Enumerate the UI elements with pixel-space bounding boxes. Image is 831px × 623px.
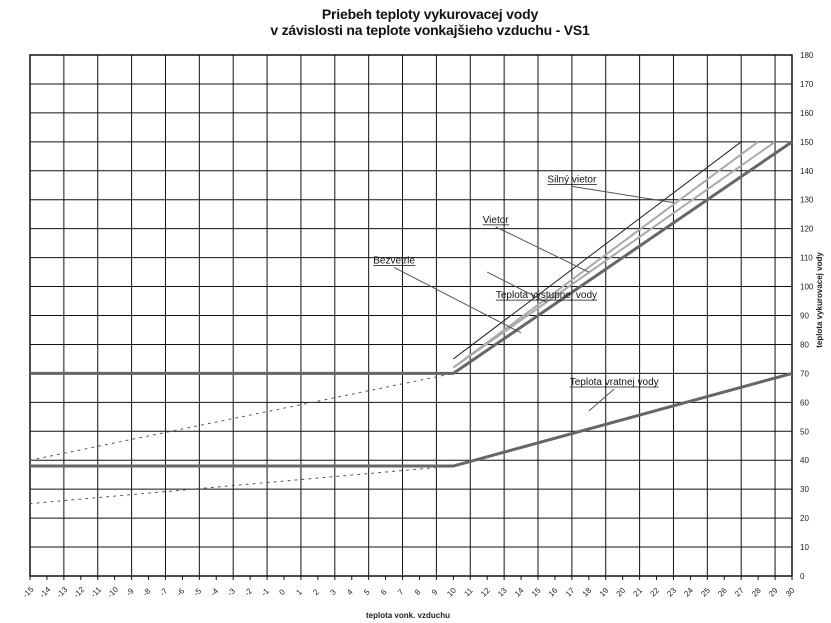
x-tick-label: -5 [192,586,204,598]
x-tick-label: -1 [260,586,272,598]
series-line [29,372,454,461]
x-tick-label: 4 [345,587,355,597]
y-tick-label: 130 [800,196,814,205]
x-tick-label: 14 [513,586,526,599]
x-tick-label: 24 [682,586,695,599]
x-tick-label: 27 [733,586,746,599]
y-tick-label: 180 [800,51,814,60]
x-tick-label: 28 [750,586,763,599]
x-tick-labels: -15 -14 -13 -12 -11 -10 -9 -8 -7 -6 -5 -4 -3 -2 -1 0 1 2 3… [21,585,797,600]
chart-annotations: Silný vietor Vietor Bezvetrie Teplota výstu… [373,174,674,412]
x-tick-label: -3 [226,586,238,598]
y-tick-label: 90 [800,312,809,321]
y-tick-label: 140 [800,167,814,176]
x-tick-label: 13 [496,586,509,599]
x-axis-label: teplota vonk. vzduchu [366,611,450,620]
x-tick-label: -6 [175,586,187,598]
y-axis-label: teplota vykurovacej vody [815,252,824,348]
x-tick-label: -14 [38,585,53,600]
y-tick-label: 150 [800,138,814,147]
series-line [452,141,759,369]
x-tick-label: 25 [699,586,712,599]
x-tick-label: 29 [767,586,780,599]
annotation-leader [495,226,590,273]
x-tick-label: 11 [462,586,475,599]
x-tick-label: -7 [158,586,170,598]
x-tick-label: 18 [581,586,594,599]
x-tick-label: -8 [141,586,153,598]
y-tick-label: 30 [800,485,809,494]
x-tick-label: 5 [362,587,372,597]
y-tick-label: 120 [800,225,814,234]
series-line [30,371,793,468]
y-tick-label: 160 [800,109,814,118]
y-tick-label: 40 [800,456,809,465]
x-tick-label: -12 [72,585,87,600]
annotation-label: Teplota vratnej vody [570,377,659,388]
x-tick-label: 30 [784,586,797,599]
series-line [30,140,793,375]
series-line [453,141,742,360]
x-tick-label: 22 [648,586,661,599]
chart-title: Priebeh teploty vykurovacej vody [321,6,539,22]
chart-subtitle: v závislosti na teplote vonkajšieho vzdu… [270,22,590,38]
x-tick-label: 8 [413,587,423,597]
y-tick-label: 20 [800,514,809,523]
x-tick-label: 9 [430,587,440,597]
annotation-leader [393,266,522,334]
x-tick-label: 21 [632,586,645,599]
x-tick-label: 12 [479,586,492,599]
x-tick-label: -9 [124,586,136,598]
x-tick-label: 6 [379,587,389,597]
y-tick-label: 100 [800,283,814,292]
y-tick-label: 10 [800,543,809,552]
y-tick-label: 0 [800,572,805,581]
chart-title-block: Priebeh teploty vykurovacej vody v závis… [150,6,710,38]
x-tick-label: 7 [396,587,406,597]
x-tick-label: 10 [445,586,458,599]
annotation-label: Bezvetrie [373,255,415,266]
x-tick-label: 26 [716,586,729,599]
x-tick-label: -2 [243,586,255,598]
x-tick-label: -13 [55,585,70,600]
x-tick-label: 17 [564,586,577,599]
x-tick-label: -11 [89,585,104,600]
x-tick-label: 15 [530,586,543,599]
chart-series [29,140,793,505]
x-tick-label: 1 [294,587,304,597]
y-tick-label: 170 [800,80,814,89]
series-line [452,141,776,369]
x-tick-label: 20 [615,586,628,599]
annotation-leader [588,388,615,412]
annotation-label: Silný vietor [547,174,597,185]
x-tick-label: 16 [547,586,560,599]
y-tick-label: 70 [800,369,809,378]
y-tick-label: 50 [800,427,809,436]
annotation-label: Teplota výstupnej vody [496,290,597,301]
x-tick-label: 2 [311,587,321,597]
chart-grid [29,54,793,580]
y-tick-label: 110 [800,254,813,263]
x-tick-label: -15 [21,585,36,600]
x-tick-label: 3 [328,587,338,597]
annotation-leader [571,185,674,204]
y-tick-labels: 0 10 20 30 40 50 60 70 80 90 100 110 120 130 140 150 160… [800,51,814,581]
y-tick-label: 80 [800,340,809,349]
x-tick-label: -10 [106,585,121,600]
x-tick-label: -4 [209,586,221,598]
x-tick-label: 19 [598,586,611,599]
series-line [29,465,454,505]
y-tick-label: 60 [800,398,809,407]
x-tick-label: 23 [665,586,678,599]
annotation-leader [486,271,547,303]
annotation-label: Vietor [483,215,510,226]
x-tick-label: 0 [277,587,287,597]
